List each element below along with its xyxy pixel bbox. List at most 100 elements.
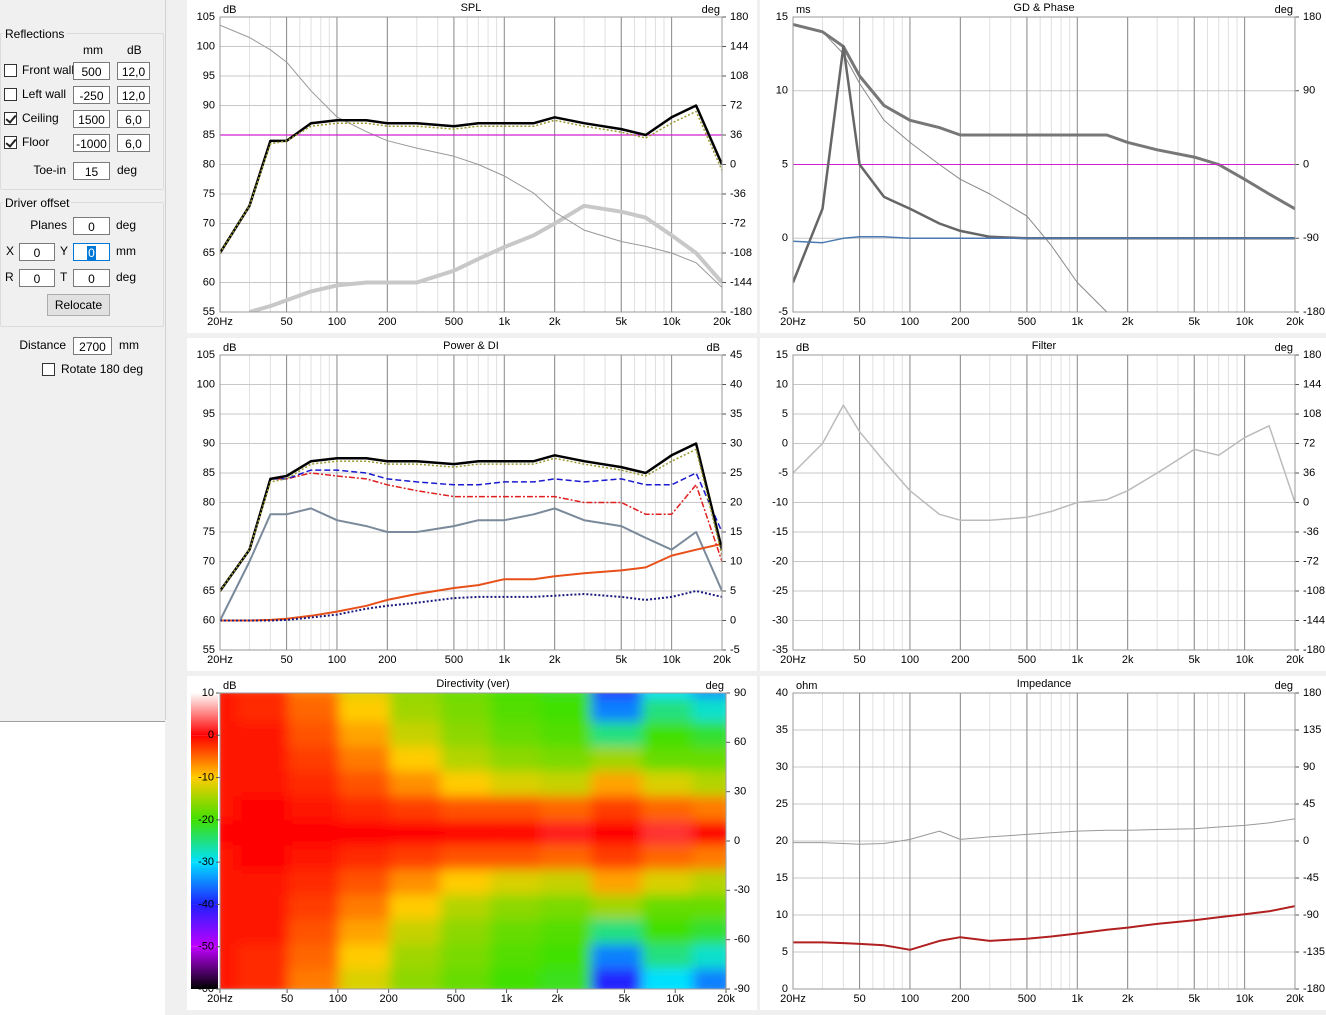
y2-tick-label: -72 [1303, 555, 1319, 567]
text-input[interactable]: 6,0 [117, 110, 150, 128]
y2-tick-label: -36 [730, 188, 746, 200]
chart-title: Power & DI [443, 340, 499, 352]
y-tick-label: -40 [198, 898, 214, 910]
text-input[interactable]: -250 [73, 86, 110, 104]
y2-tick-label: 180 [1303, 11, 1321, 23]
x-tick-label: 10k [666, 993, 684, 1005]
y2-tick-label: -108 [1303, 585, 1325, 597]
x-tick-label: 50 [281, 993, 293, 1005]
y-tick-label: 85 [203, 129, 215, 141]
plot-border [792, 16, 1296, 313]
checkbox[interactable] [4, 64, 17, 77]
y2-tick-label: 60 [734, 736, 746, 748]
x-tick-label: 10k [1236, 316, 1254, 328]
y-tick-label: 65 [203, 247, 215, 259]
text-input-focused[interactable]: 0 [73, 243, 110, 261]
y-unit: dB [223, 342, 236, 354]
y2-tick-label: 90 [1303, 85, 1315, 97]
y-tick-label: -60 [198, 983, 214, 995]
relocate-button[interactable]: Relocate [47, 294, 110, 316]
x-tick-label: 20k [717, 993, 735, 1005]
x-tick-label: 20k [1286, 993, 1304, 1005]
x-tick-label: 100 [901, 993, 919, 1005]
y2-tick-label: 0 [734, 835, 740, 847]
checkbox-label: Rotate 180 deg [61, 362, 144, 376]
x-tick-label: 1k [498, 654, 510, 666]
x-tick-label: 20Hz [207, 654, 233, 666]
y2-tick-label: 0 [1303, 496, 1309, 508]
chart-background [760, 0, 1326, 333]
y2-tick-label: -45 [1303, 872, 1319, 884]
text-input[interactable]: 2700 [73, 337, 112, 355]
y2-tick-label: -180 [1303, 306, 1325, 318]
y2-unit: deg [1275, 4, 1293, 16]
x-tick-label: 500 [1018, 993, 1036, 1005]
series-line [793, 818, 1295, 845]
y-unit: ms [796, 4, 811, 16]
y2-unit: deg [1275, 342, 1293, 354]
text-input[interactable]: 500 [73, 62, 110, 80]
heatmap-cell [288, 968, 355, 989]
y2-tick-label: -135 [1303, 946, 1325, 958]
text-input[interactable]: 0 [19, 243, 55, 261]
y2-tick-label: 135 [1303, 724, 1321, 736]
text-input[interactable]: 1500 [73, 110, 110, 128]
text-input[interactable]: 0 [19, 269, 55, 287]
checkbox[interactable] [42, 363, 55, 376]
group-title: Reflections [3, 27, 67, 41]
chart-panel: Directivity (ver)dB deg100-10-20-30-40-50… [187, 676, 757, 1010]
text-input[interactable]: 12,0 [117, 86, 150, 104]
heatmap-clip [220, 693, 726, 989]
series-line [220, 448, 722, 592]
text-input[interactable]: 0 [73, 217, 110, 235]
x-tick-label: 500 [445, 316, 463, 328]
x-tick-label: 20Hz [207, 993, 233, 1005]
y2-tick-label: 0 [730, 614, 736, 626]
field-label: Y [60, 244, 69, 258]
y-unit: ohm [796, 680, 817, 692]
checkbox[interactable] [4, 88, 17, 101]
checkbox-label: Left wall [22, 87, 67, 101]
text-input[interactable]: 12,0 [117, 62, 150, 80]
x-tick-label: 2k [1122, 993, 1134, 1005]
y-tick-label: 30 [776, 761, 788, 773]
x-tick-label: 1k [1071, 993, 1083, 1005]
y2-tick-label: 0 [730, 158, 736, 170]
y-tick-label: 25 [776, 798, 788, 810]
y-tick-label: 0 [782, 232, 788, 244]
y2-tick-label: 10 [730, 555, 742, 567]
text-input[interactable]: 15 [73, 162, 110, 180]
text-input[interactable]: -1000 [73, 134, 110, 152]
y-tick-label: 0 [208, 729, 214, 741]
text-input[interactable]: 0 [73, 269, 110, 287]
text-input[interactable]: 6,0 [117, 134, 150, 152]
y2-tick-label: 90 [1303, 761, 1315, 773]
y2-tick-label: -90 [1303, 909, 1319, 921]
plot-border [219, 692, 727, 990]
y2-unit: deg [702, 4, 720, 16]
y2-tick-label: 108 [1303, 408, 1321, 420]
x-tick-label: 50 [280, 316, 292, 328]
y2-tick-label: -30 [734, 884, 750, 896]
x-tick-label: 2k [1122, 316, 1134, 328]
y2-tick-label: -144 [730, 276, 752, 288]
checkbox[interactable] [4, 112, 17, 125]
y2-tick-label: 15 [730, 526, 742, 538]
x-tick-label: 10k [663, 316, 681, 328]
unit-label: deg [116, 270, 137, 284]
y2-tick-label: -144 [1303, 614, 1325, 626]
x-tick-label: 20k [713, 654, 731, 666]
checkbox[interactable] [4, 136, 17, 149]
y2-tick-label: 45 [1303, 798, 1315, 810]
colorbar-segment [191, 819, 218, 863]
series-line [220, 110, 722, 254]
column-header: mm [83, 43, 103, 57]
heatmap-cell [237, 968, 305, 989]
chart-title: GD & Phase [1013, 2, 1074, 14]
x-tick-label: 100 [328, 316, 346, 328]
y2-tick-label: 180 [730, 11, 748, 23]
y2-tick-label: -60 [734, 934, 750, 946]
y-tick-label: 100 [197, 378, 215, 390]
